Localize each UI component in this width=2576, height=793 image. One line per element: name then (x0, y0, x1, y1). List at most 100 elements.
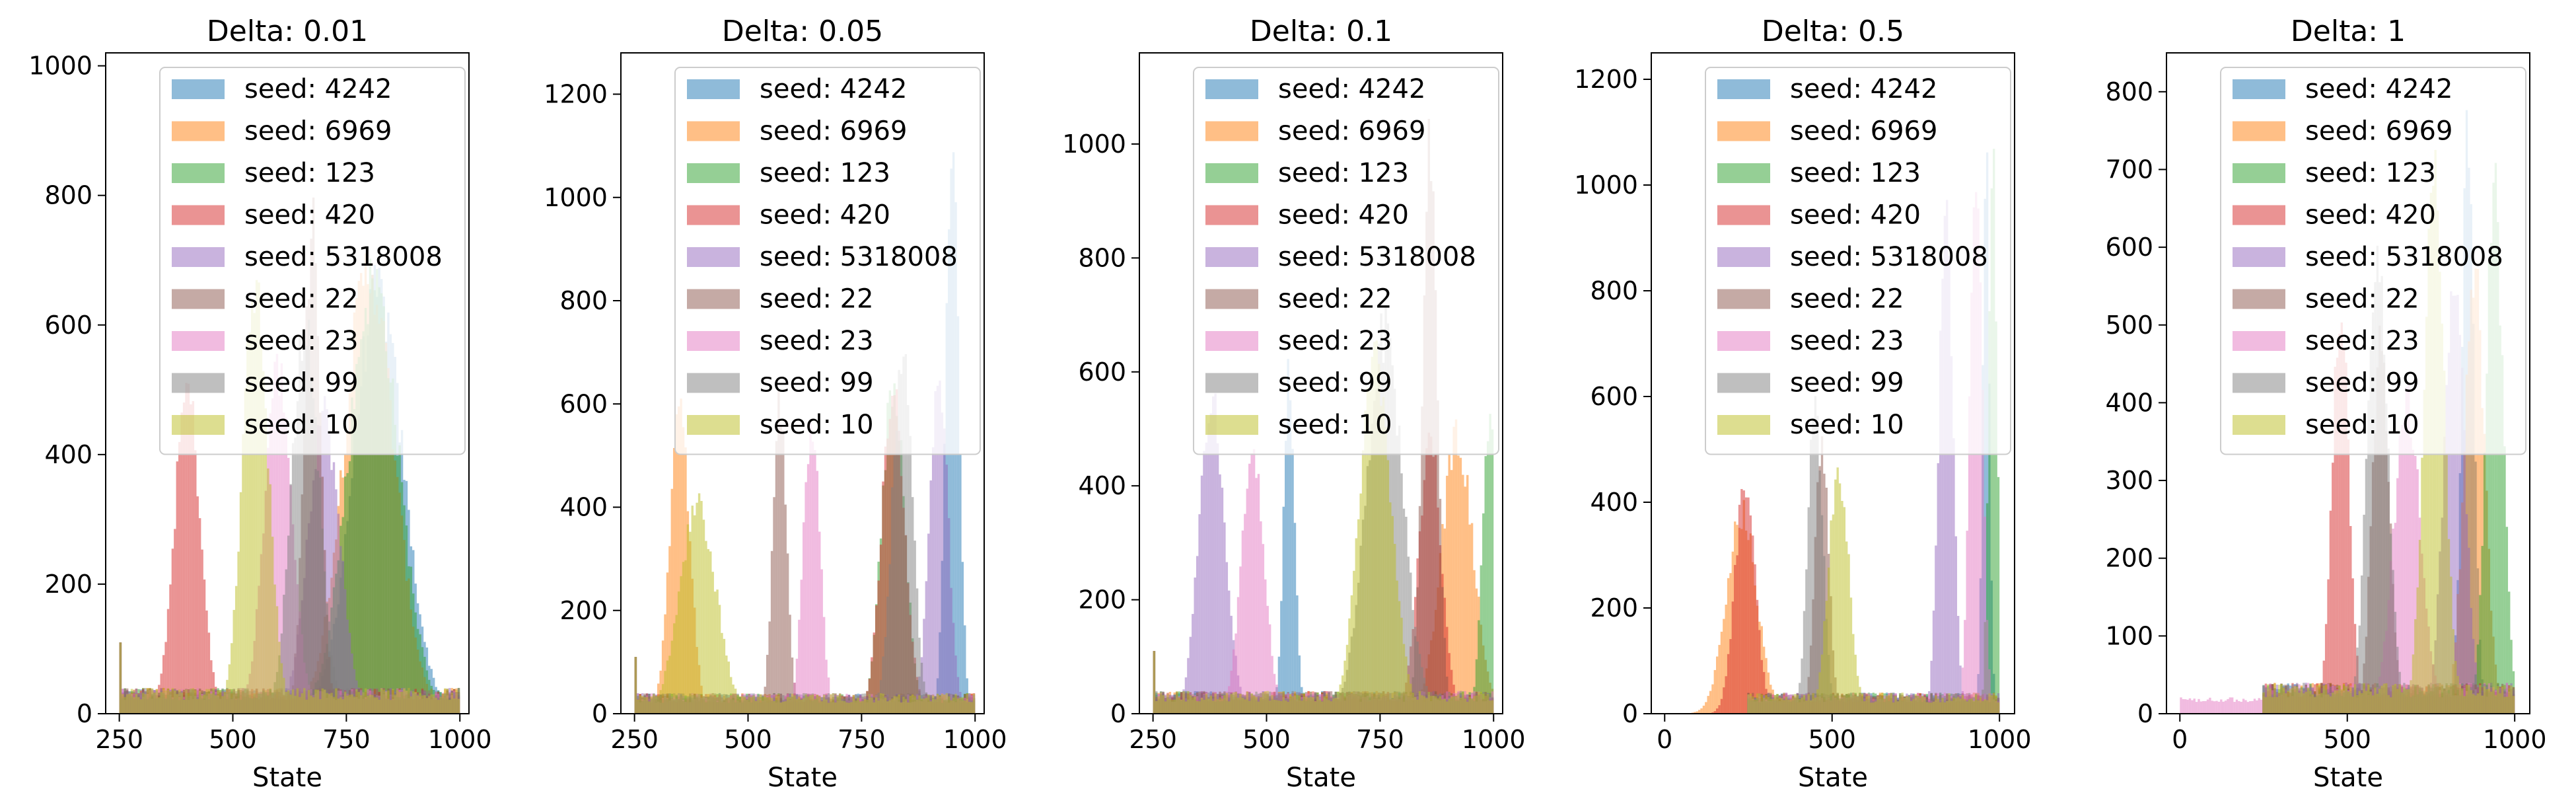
hist-bar (180, 412, 183, 714)
hist-bar (746, 699, 748, 714)
legend-swatch (687, 415, 740, 435)
hist-bar (1935, 545, 1937, 714)
legend-box (159, 67, 466, 455)
y-tick-label: 600 (559, 389, 608, 418)
hist-bar (162, 687, 165, 714)
hist-bar (773, 700, 775, 714)
hist-bar (294, 695, 297, 714)
hist-bar (174, 690, 176, 714)
hist-bar (1371, 356, 1374, 714)
hist-bar (822, 617, 826, 714)
hist-bar (891, 487, 894, 714)
hist-bar (1948, 256, 1950, 714)
hist-bar (1432, 695, 1435, 714)
hist-bar (382, 306, 385, 714)
hist-bar (1248, 700, 1251, 714)
hist-bar (734, 689, 737, 714)
hist-bar (196, 496, 199, 714)
hist-bar (1192, 614, 1194, 714)
hist-bar (1482, 693, 1485, 714)
hist-bar (1207, 699, 1210, 714)
legend-label: seed: 22 (244, 284, 359, 315)
hist-bar (1225, 693, 1229, 714)
hist-bar (166, 609, 170, 714)
hist-bar (330, 655, 333, 714)
hist-bar (1255, 697, 1258, 714)
hist-bar (750, 697, 753, 714)
hist-bar (201, 549, 203, 714)
hist-bar (1470, 523, 1474, 714)
hist-bar (1250, 693, 1253, 714)
hist-bar (1178, 697, 1180, 714)
hist-bar (1418, 654, 1421, 714)
hist-bar (340, 546, 342, 714)
hist-bar (1718, 644, 1721, 714)
hist-bar (1698, 710, 1701, 714)
hist-bar (1293, 523, 1297, 714)
hist-bar (169, 584, 172, 714)
hist-bar (142, 693, 145, 714)
hist-bar (661, 684, 664, 714)
hist-bar (818, 697, 821, 714)
hist-bar (1758, 630, 1761, 714)
hist-bar (1423, 677, 1426, 714)
hist-bar (1303, 694, 1305, 714)
hist-bar (773, 497, 775, 714)
hist-bar (1430, 696, 1433, 714)
hist-bar (820, 569, 823, 714)
hist-bar (328, 621, 331, 714)
hist-bar (231, 643, 233, 714)
y-tick-label: 0 (592, 699, 608, 728)
hist-bar (398, 691, 401, 714)
hist-bar (1189, 695, 1192, 714)
hist-bar (1207, 423, 1210, 714)
hist-bar (718, 605, 721, 714)
hist-bar (784, 504, 787, 714)
hist-bar (1369, 391, 1371, 714)
hist-bar (1289, 695, 1292, 714)
hist-bar (371, 278, 374, 714)
hist-bar (1264, 691, 1267, 714)
hist-bar (1402, 644, 1406, 714)
hist-bar (421, 647, 424, 714)
hist-bar (351, 694, 353, 714)
hist-bar (387, 378, 390, 714)
hist-bar (836, 696, 839, 714)
legend-label: seed: 420 (1278, 200, 1409, 231)
hist-bar (1478, 692, 1480, 714)
hist-bar (1475, 588, 1478, 714)
hist-bar (1236, 697, 1240, 714)
hist-bar (1296, 695, 1299, 714)
legend-swatch (687, 205, 740, 225)
hist-bar (301, 360, 304, 714)
hist-bar (455, 689, 458, 714)
legend-label: seed: 99 (760, 368, 874, 398)
hist-bar (367, 695, 369, 714)
hist-bar (394, 424, 396, 714)
hist-bar (389, 700, 392, 714)
legend-label: seed: 6969 (244, 116, 392, 147)
hist-bar (898, 695, 900, 714)
hist-bar (1434, 290, 1437, 714)
hist-bar (1375, 340, 1378, 714)
hist-bar (353, 669, 356, 714)
hist-bar (169, 691, 172, 714)
hist-bar (1212, 396, 1215, 714)
hist-bar (859, 701, 862, 714)
hist-bar (273, 584, 276, 714)
hist-bar (194, 690, 197, 714)
hist-bar (1725, 676, 1727, 714)
hist-bar (408, 566, 410, 714)
hist-bar (779, 702, 783, 714)
hist-bar (1738, 504, 1741, 714)
hist-bar (1234, 633, 1237, 714)
hist-bar (1219, 474, 1221, 714)
hist-bar (180, 693, 183, 714)
hist-bar (786, 553, 789, 714)
hist-bar (1475, 695, 1478, 714)
hist-bar (419, 693, 421, 714)
hist-bar (1244, 699, 1246, 714)
hist-bar (852, 695, 855, 714)
series-seed-10 (634, 493, 976, 714)
